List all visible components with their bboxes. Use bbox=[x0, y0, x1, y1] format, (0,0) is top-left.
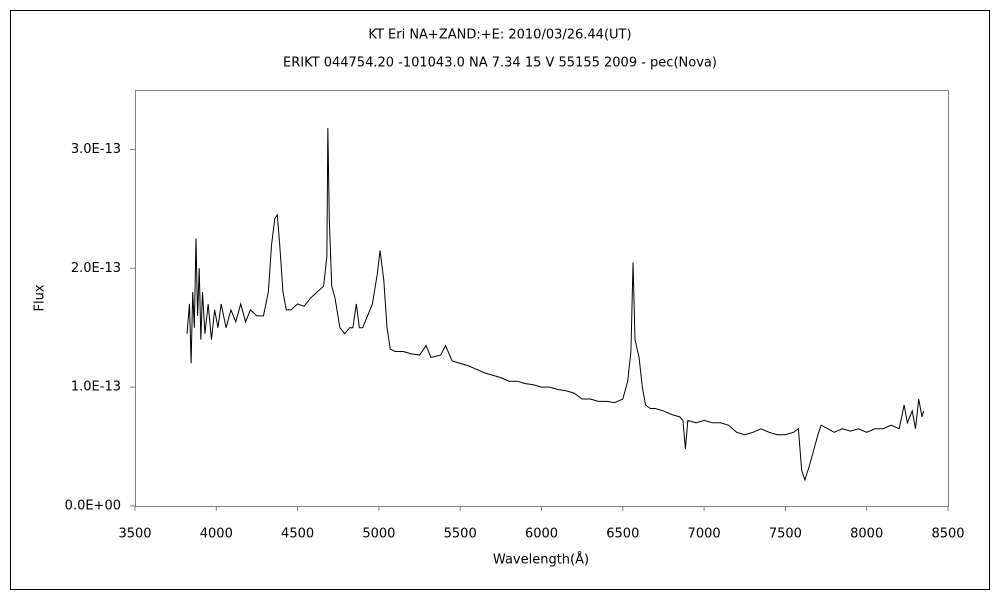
spectrum-line bbox=[186, 128, 925, 482]
chart-title: KT Eri NA+ZAND:+E: 2010/03/26.44(UT) bbox=[368, 28, 631, 43]
x-tick-label: 6500 bbox=[606, 527, 639, 542]
y-tick-label: 3.0E-13 bbox=[71, 142, 121, 157]
x-tick-label: 3500 bbox=[118, 527, 151, 542]
x-tick-label: 8500 bbox=[931, 527, 964, 542]
x-tick-label: 8000 bbox=[850, 527, 883, 542]
x-tick-label: 5500 bbox=[444, 527, 477, 542]
y-tick-label: 1.0E-13 bbox=[71, 380, 121, 395]
x-axis-label: Wavelength(Å) bbox=[493, 552, 589, 568]
x-tick-label: 7000 bbox=[688, 527, 721, 542]
y-tick-label: 0.0E+00 bbox=[65, 499, 121, 514]
y-axis-label: Flux bbox=[33, 284, 48, 311]
x-tick-label: 6000 bbox=[525, 527, 558, 542]
x-tick-label: 4500 bbox=[281, 527, 314, 542]
frame bbox=[10, 10, 990, 590]
y-tick-label: 2.0E-13 bbox=[71, 261, 121, 276]
chart-subtitle: ERIKT 044754.20 -101043.0 NA 7.34 15 V 5… bbox=[283, 56, 717, 71]
x-tick-label: 7500 bbox=[769, 527, 802, 542]
x-tick-label: 5000 bbox=[362, 527, 395, 542]
x-tick-label: 4000 bbox=[200, 527, 233, 542]
